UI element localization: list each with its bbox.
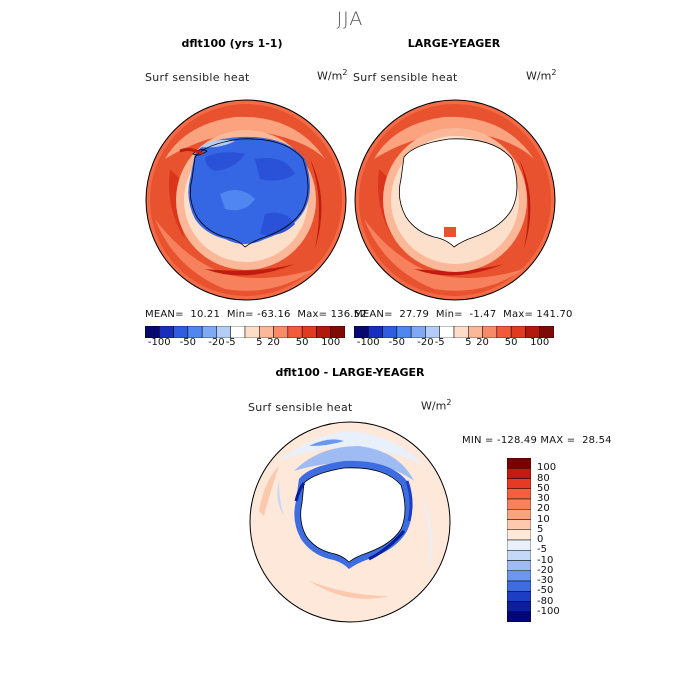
colorbar-tick-label: -50 <box>388 337 406 348</box>
diff-polar-map <box>249 421 451 623</box>
colorbar-tick-label: 100 <box>321 337 341 348</box>
colorbar-tick-label: 100 <box>530 337 550 348</box>
diff-stats: MIN = -128.49 MAX = 28.54 <box>462 435 612 446</box>
diff-colorbar <box>506 457 532 626</box>
diff-colorbar-swatches <box>506 457 532 623</box>
colorbar-swatch <box>506 601 532 612</box>
right-colorbar-labels: -100 -50 -20 -5 5 20 50 100 <box>354 337 554 351</box>
colorbar-tick-label: -20 <box>417 337 434 348</box>
colorbar-level-label: 50 <box>537 482 550 494</box>
colorbar-swatch <box>506 468 532 479</box>
diff-variable-label: Surf sensible heat <box>248 401 353 414</box>
left-polar-map <box>145 99 347 301</box>
colorbar-swatch <box>506 580 532 592</box>
colorbar-swatch <box>506 519 532 530</box>
left-units: W/m2 <box>317 68 348 83</box>
colorbar-tick-label: -100 <box>356 337 380 348</box>
right-units: W/m2 <box>526 68 557 83</box>
colorbar-tick-label: 5 <box>256 337 263 348</box>
colorbar-level-label: -20 <box>537 564 554 576</box>
left-stats: MEAN= 10.21 Min= -63.16 Max= 136.52 <box>145 309 367 320</box>
right-variable-label: Surf sensible heat <box>353 71 458 84</box>
right-panel-title: LARGE-YEAGER <box>407 37 501 50</box>
left-panel-title: dflt100 (yrs 1-1) <box>181 37 283 50</box>
colorbar-level-label: 30 <box>537 493 550 504</box>
season-title: JJA <box>336 8 364 30</box>
colorbar-swatch <box>506 457 532 469</box>
diff-panel-title: dflt100 - LARGE-YEAGER <box>275 366 425 379</box>
left-variable-label: Surf sensible heat <box>145 71 250 84</box>
colorbar-tick-label: -100 <box>147 337 171 348</box>
colorbar-level-label: 80 <box>537 472 550 484</box>
right-colorbar <box>353 323 555 342</box>
polar-map-icon <box>354 99 556 301</box>
colorbar-tick-label: -5 <box>434 337 445 348</box>
colorbar-swatch <box>506 529 532 541</box>
right-stats: MEAN= 27.79 Min= -1.47 Max= 141.70 <box>354 309 573 320</box>
colorbar-tick-label: -5 <box>225 337 236 348</box>
colorbar-swatch <box>506 539 532 551</box>
left-colorbar-labels: -100 -50 -20 -5 5 20 50 100 <box>145 337 345 351</box>
left-colorbar-swatches <box>144 325 346 339</box>
colorbar-level-label: -100 <box>537 605 560 617</box>
diff-units: W/m2 <box>421 398 452 413</box>
colorbar-level-label: -10 <box>537 554 554 566</box>
polar-map-icon <box>145 99 347 301</box>
left-colorbar <box>144 323 346 342</box>
colorbar-level-label: -30 <box>537 575 554 586</box>
colorbar-tick-label: -50 <box>179 337 197 348</box>
colorbar-swatch <box>506 478 532 489</box>
colorbar-tick-label: 50 <box>504 337 518 348</box>
colorbar-level-label: 5 <box>537 523 544 535</box>
colorbar-swatch <box>506 611 532 623</box>
colorbar-swatch <box>506 570 532 582</box>
diff-colorbar-labels: 100 80 50 30 20 10 5 0 -5 -10 -20 -30 -50 -80 -100 <box>537 458 577 622</box>
colorbar-tick-label: 50 <box>295 337 309 348</box>
colorbar-tick-label: 5 <box>465 337 472 348</box>
colorbar-swatch <box>506 591 532 602</box>
colorbar-level-label: 0 <box>537 534 544 545</box>
colorbar-swatch <box>506 509 532 520</box>
colorbar-tick-label: 20 <box>267 337 280 348</box>
polar-map-icon <box>249 421 451 623</box>
colorbar-level-label: 100 <box>537 462 557 474</box>
colorbar-level-label: -80 <box>537 595 554 607</box>
colorbar-tick-label: -20 <box>208 337 225 348</box>
colorbar-level-label: -5 <box>537 544 547 556</box>
colorbar-swatch <box>506 550 532 561</box>
colorbar-tick-label: 20 <box>476 337 489 348</box>
colorbar-swatch <box>506 488 532 500</box>
colorbar-level-label: 20 <box>537 503 550 515</box>
colorbar-swatch <box>506 560 532 571</box>
colorbar-swatch <box>506 498 532 510</box>
right-polar-map <box>354 99 556 301</box>
colorbar-level-label: -50 <box>537 585 554 597</box>
colorbar-level-label: 10 <box>537 513 550 525</box>
